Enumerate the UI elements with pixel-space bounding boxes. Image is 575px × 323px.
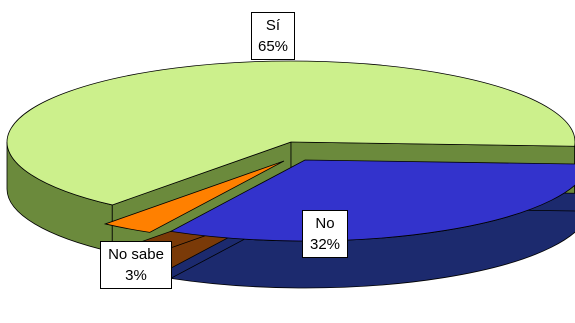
slice-label-no-sabe: No sabe 3% [100, 241, 172, 289]
slice-value-no: 32% [309, 236, 341, 253]
slice-name-si: Sí [265, 17, 281, 34]
slice-label-no: No 32% [302, 210, 348, 258]
slice-s- [6, 60, 575, 206]
slice-no [169, 159, 575, 242]
slice-no-sabe [103, 160, 285, 233]
slice-value-no-sabe: 3% [125, 267, 147, 284]
slice-label-si: Sí 65% [251, 12, 295, 60]
pie-tops [6, 60, 575, 242]
slice-value-si: 65% [257, 38, 289, 55]
slice-name-no: No [315, 215, 335, 232]
slice-name-no-sabe: No sabe [108, 246, 164, 263]
